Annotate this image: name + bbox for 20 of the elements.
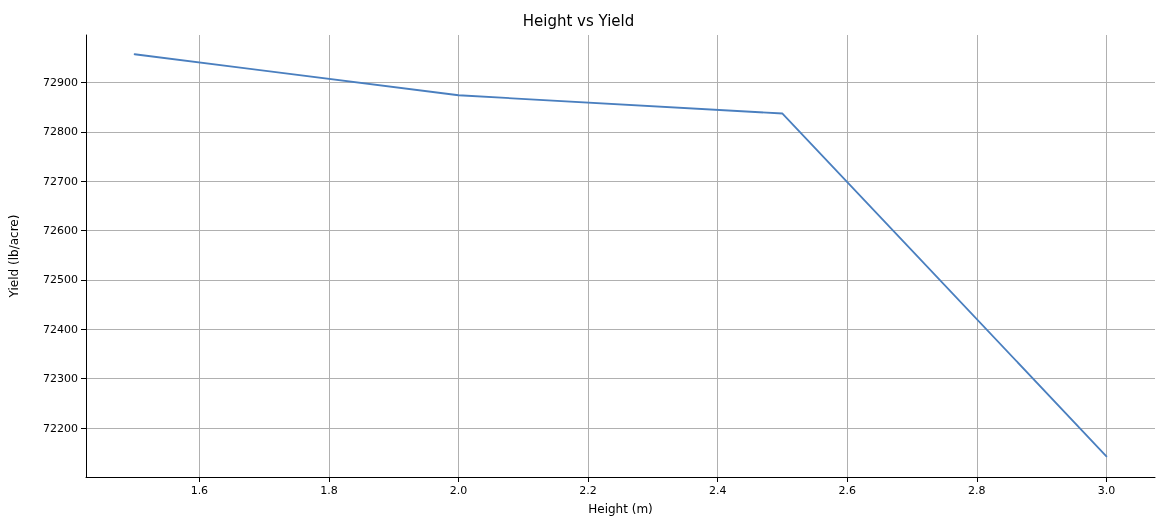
x-tick-label: 2.8 xyxy=(968,484,986,497)
y-tick-label: 72500 xyxy=(43,273,78,287)
y-axis-title: Yield (lb/acre) xyxy=(7,214,21,299)
line-series xyxy=(133,53,1108,458)
x-tick-label: 1.6 xyxy=(190,484,209,497)
x-tick-label: 2.4 xyxy=(708,484,727,497)
x-tick-label: 3.0 xyxy=(1097,484,1116,497)
y-tick-label: 72800 xyxy=(43,125,78,139)
x-tick-label: 2.0 xyxy=(449,484,468,497)
y-tick-label: 72900 xyxy=(43,75,78,89)
y-tick-label: 72600 xyxy=(43,224,78,238)
y-tick-label: 72700 xyxy=(43,174,78,188)
y-tick-label: 72200 xyxy=(43,421,78,435)
chart-title: Height vs Yield xyxy=(522,11,635,30)
x-tick-label: 2.2 xyxy=(579,484,597,497)
x-axis-title: Height (m) xyxy=(588,502,653,516)
y-tick-label: 72400 xyxy=(43,322,78,336)
x-tick-label: 2.6 xyxy=(838,484,857,497)
y-tick-label: 72300 xyxy=(43,372,78,386)
x-tick-label: 1.8 xyxy=(320,484,338,497)
